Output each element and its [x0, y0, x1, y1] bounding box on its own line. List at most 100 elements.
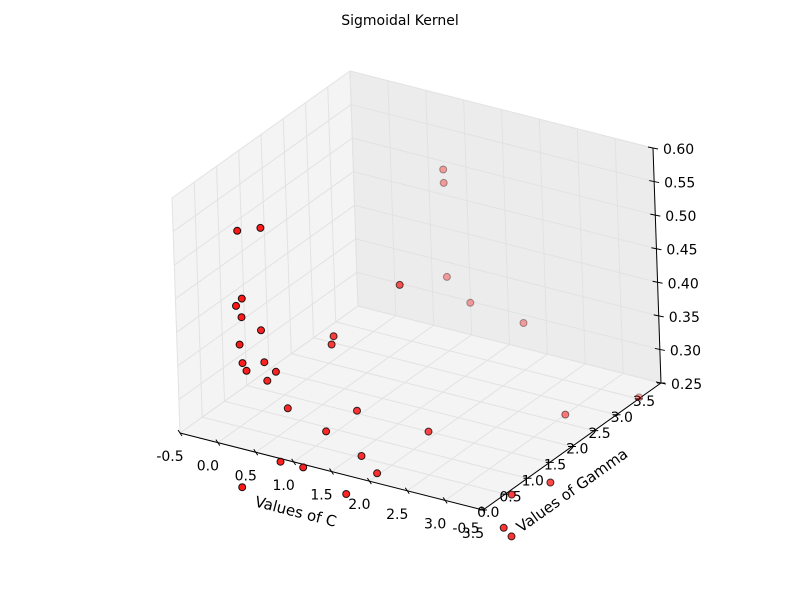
data-point: [357, 452, 366, 460]
y-tick-label: 3.5: [633, 394, 655, 410]
data-point: [257, 326, 265, 335]
data-point: [256, 223, 265, 232]
data-point: [276, 457, 285, 466]
data-point: [242, 366, 251, 375]
grid-line-y-left: [305, 102, 314, 338]
data-point: [237, 313, 246, 322]
grid-line-z-back: [354, 204, 658, 283]
data-point: [260, 358, 269, 367]
x-tick-label: 3.5: [462, 526, 484, 542]
grid-line-y-floor: [268, 369, 573, 447]
grid-line-y-left: [260, 134, 270, 370]
grid-line-y-floor: [335, 321, 639, 400]
grid-line-z-back: [355, 238, 659, 317]
z-tick-label: 0.45: [666, 243, 697, 259]
y-tick-label: 3.0: [611, 410, 633, 426]
z-tick: [654, 347, 665, 351]
z-tick: [653, 314, 664, 318]
y-tick-label: 1.5: [544, 458, 566, 474]
y-tick-label: 0.0: [477, 505, 499, 521]
data-point: [519, 319, 528, 327]
y-tick-label: -0.5: [452, 521, 479, 537]
x-tick-label: 2.5: [386, 507, 408, 523]
z-tick-label: 0.35: [669, 310, 700, 326]
chart-title: Sigmoidal Kernel: [341, 13, 459, 29]
grid-line-x-back: [463, 99, 473, 335]
data-point: [235, 340, 244, 349]
grid-line-z-back: [351, 104, 655, 183]
x-tick: [366, 477, 372, 485]
y-tick-label: 2.5: [588, 426, 610, 442]
grid-line-z-left: [178, 272, 358, 400]
grid-line-y-floor: [291, 353, 595, 432]
data-point: [499, 523, 508, 532]
data-point: [442, 272, 451, 281]
z-axis-line: [652, 147, 662, 384]
x-tick: [177, 429, 183, 437]
grid-line-y-left: [193, 182, 203, 418]
x-tick-label: 3.0: [424, 516, 446, 532]
data-point: [283, 404, 292, 413]
z-tick: [649, 180, 660, 184]
z-tick: [651, 247, 662, 251]
grid-line-y-left: [171, 197, 181, 434]
z-tick: [655, 381, 667, 385]
data-point: [395, 280, 404, 289]
data-point: [507, 490, 516, 499]
z-tick-label: 0.50: [665, 209, 696, 225]
grid-line-z-back: [353, 171, 657, 250]
data-point: [373, 469, 382, 478]
x-tick-label: 0.0: [197, 459, 219, 475]
x-tick-label: 1.0: [272, 478, 294, 494]
x-tick: [442, 497, 448, 504]
data-point: [238, 359, 247, 368]
grid-line-y-left: [216, 166, 225, 402]
z-tick: [647, 146, 659, 150]
data-point: [271, 367, 280, 376]
x-tick: [253, 448, 259, 456]
grid-line-z-back: [349, 70, 654, 149]
data-point: [546, 478, 555, 487]
grid-line-z-left: [176, 204, 355, 333]
z-tick-label: 0.25: [671, 377, 702, 393]
z-tick: [652, 280, 663, 284]
grid-line-x-back: [538, 119, 548, 355]
x-tick-label: 1.5: [310, 488, 332, 504]
grid-line-y-left: [282, 118, 292, 354]
grid-line-y-left: [327, 86, 337, 322]
grid-line-x-back: [387, 80, 397, 316]
z-tick-label: 0.40: [668, 276, 699, 292]
grid-line-z-left: [171, 70, 351, 199]
data-point: [322, 427, 331, 436]
grid-line-z-left: [173, 137, 353, 266]
data-point: [329, 332, 338, 341]
data-points: [232, 165, 643, 541]
z-tick-label: 0.55: [664, 176, 695, 192]
grid-line-y-floor: [224, 400, 528, 479]
data-point: [439, 178, 448, 187]
grid-line-x-back: [576, 128, 586, 364]
y-tick-label: 1.0: [522, 473, 544, 489]
grid-line-z-left: [177, 238, 357, 367]
data-point: [466, 298, 475, 307]
z-tick: [650, 213, 661, 217]
grid-line-z-back: [356, 271, 660, 350]
data-point: [635, 393, 643, 402]
tick-labels: -0.50.00.51.01.52.02.53.03.5-0.50.00.51.…: [156, 142, 702, 542]
data-point: [507, 532, 516, 541]
data-point: [233, 226, 242, 235]
data-point: [561, 410, 570, 419]
x-tick: [404, 487, 410, 495]
data-point: [353, 406, 361, 415]
x-tick-label: 0.5: [235, 468, 257, 484]
x-tick: [291, 458, 297, 466]
grid-line-x-back: [425, 90, 435, 326]
grid-line-z-left: [175, 171, 354, 300]
grid-line-z-left: [172, 104, 352, 232]
grid-line-x-back: [614, 138, 624, 374]
grid-line-y-floor: [313, 337, 617, 416]
data-point: [439, 165, 448, 174]
grid-line-y-left: [238, 150, 248, 386]
x-tick: [329, 468, 334, 475]
